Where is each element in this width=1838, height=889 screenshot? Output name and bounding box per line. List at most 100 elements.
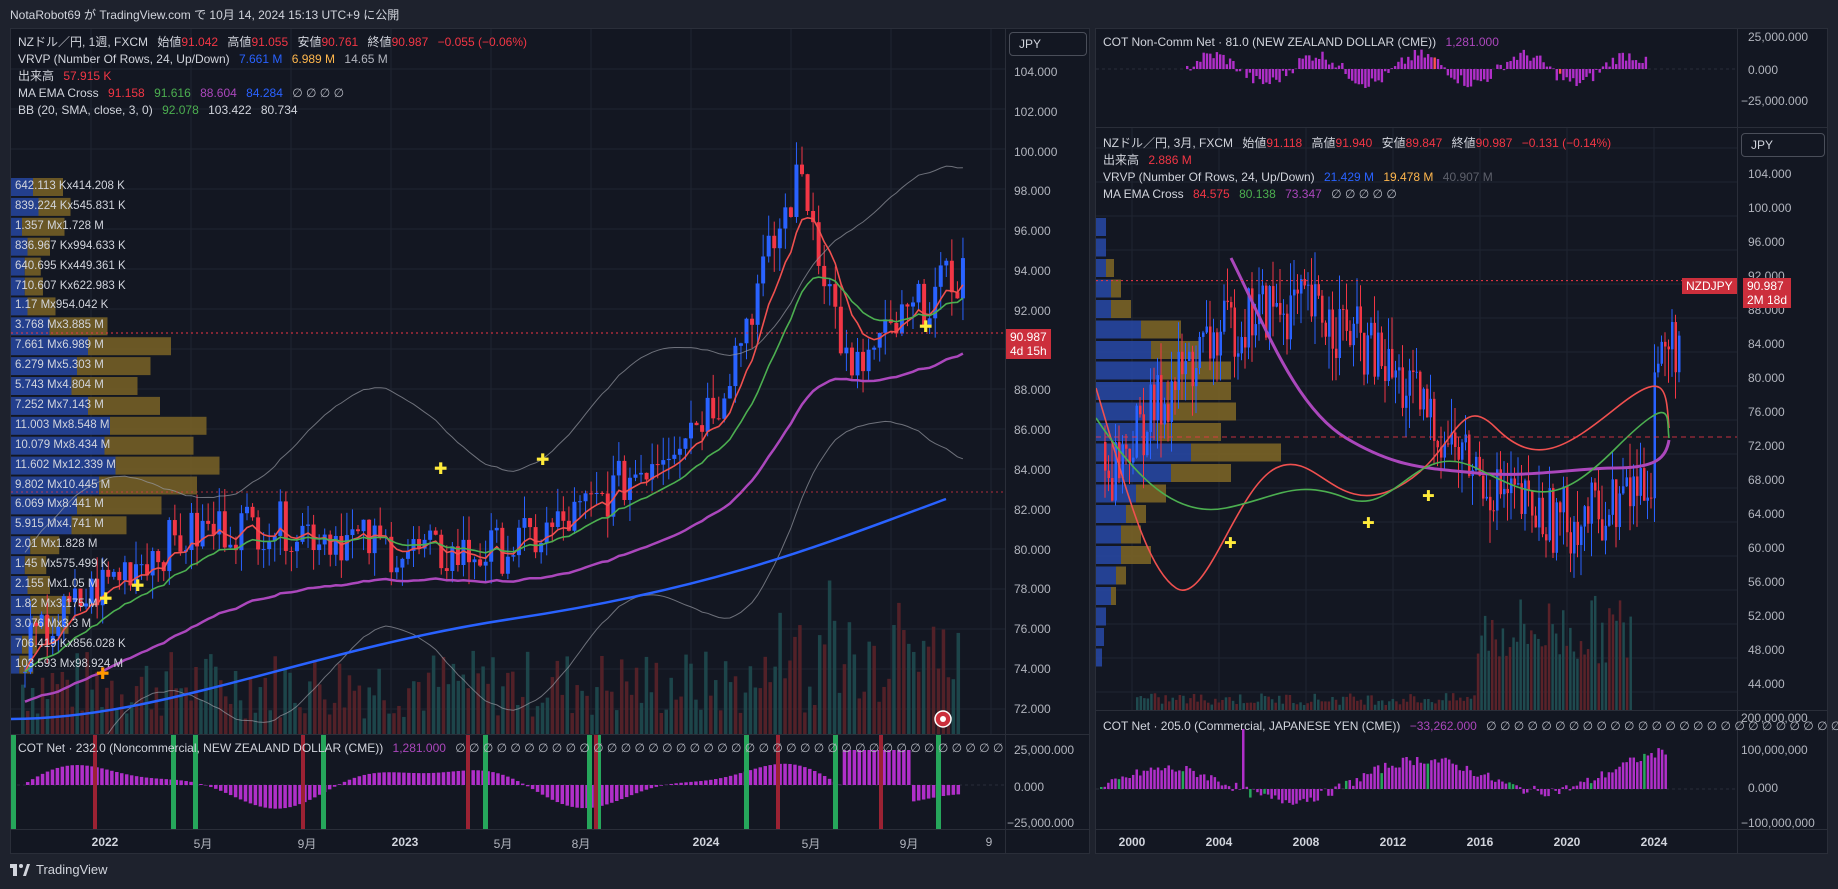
symbol-title[interactable]: NZドル／円, 3月, FXCM <box>1103 136 1234 150</box>
right-price-canvas[interactable]: ✚ ✚ ✚ <box>1096 128 1737 710</box>
right-chart-pane[interactable]: ✚ ✚ ✚ 25,000.000 0.000 −25,000.000 JPY 104… <box>1095 28 1838 854</box>
cot-bar <box>1302 789 1305 799</box>
time-tick: 2020 <box>1553 835 1581 849</box>
right-time-axis[interactable]: 2000 2004 2008 2012 2016 2020 2024 <box>1096 830 1737 854</box>
volume-profile-up-bar <box>11 436 105 455</box>
symbol-price-tag: NZDJPY <box>1682 278 1737 294</box>
candle-body <box>472 559 477 563</box>
cot-bar <box>1270 789 1273 799</box>
cot-bar <box>1393 66 1397 69</box>
volume-bar <box>679 696 683 734</box>
cot-bar <box>1565 785 1568 789</box>
cot-bar <box>1139 775 1142 789</box>
volume-bar <box>813 704 817 734</box>
volume-profile-up-bar <box>1096 566 1116 585</box>
volume-bar <box>595 687 599 734</box>
candle-body <box>899 304 904 334</box>
left-time-axis[interactable]: 2022 5月 9月 2023 5月 8月 2024 5月 9月 9 <box>11 830 1005 854</box>
cot-bar <box>1522 789 1525 794</box>
candle-body <box>555 511 560 527</box>
ma-row[interactable]: MA EMA Cross 91.158 91.616 88.604 84.284… <box>18 85 533 102</box>
volume-bar <box>605 690 609 734</box>
candle-body <box>916 283 921 303</box>
cot-bar <box>100 768 104 785</box>
cot-bar <box>1562 69 1565 81</box>
volume-profile-down-bar <box>77 357 151 376</box>
cot-bar <box>1291 789 1295 805</box>
candle-body <box>566 520 571 531</box>
cot-bar <box>199 784 203 785</box>
right-cot-top-canvas[interactable] <box>1096 29 1737 127</box>
cot-bar <box>550 785 555 800</box>
candle-body <box>1107 470 1110 479</box>
cot-bar <box>1355 778 1359 789</box>
footer-branding[interactable]: TradingView <box>10 862 108 877</box>
cot-bar <box>1288 69 1291 71</box>
volume-bar <box>21 684 25 734</box>
price-tick: 96.000 <box>1748 235 1785 249</box>
time-tick: 5月 <box>493 837 513 851</box>
volume-row[interactable]: 出来高 2.886 M <box>1103 152 1617 169</box>
cot-bar <box>1314 57 1318 69</box>
volume-row[interactable]: 出来高 57.915 K <box>18 68 533 85</box>
cot-bar <box>619 785 624 800</box>
volume-bar <box>268 710 272 734</box>
currency-selector[interactable]: JPY <box>1009 32 1087 56</box>
candle-body <box>1450 432 1453 445</box>
cot-bar <box>1502 69 1506 71</box>
volume-bar <box>748 666 753 734</box>
cot-bar <box>1205 53 1209 69</box>
cot-bar <box>1110 779 1114 789</box>
vrvp-row[interactable]: VRVP (Number Of Rows, 24, Up/Down) 7.661… <box>18 51 533 68</box>
right-cot-bottom[interactable] <box>1096 711 1737 829</box>
candle-body <box>1118 442 1121 479</box>
candle-body <box>23 671 27 673</box>
left-price-canvas[interactable]: ✚ ✚ ✚ ✚ ✚ ✚ <box>11 29 1005 734</box>
vrvp-row[interactable]: VRVP (Number Of Rows, 24, Up/Down) 21.42… <box>1103 169 1617 186</box>
candle-body <box>722 398 727 419</box>
cot-bar <box>1605 62 1608 69</box>
candle-body <box>1412 370 1415 372</box>
bb-basis: 92.078 <box>162 103 199 117</box>
left-chart-pane[interactable]: ✚ ✚ ✚ ✚ ✚ ✚ JPY 104.000 102.000 100.000 98.000 96… <box>10 28 1090 854</box>
cot-bar <box>1476 776 1479 789</box>
right-main-chart[interactable]: ✚ ✚ ✚ <box>1096 128 1737 710</box>
candle-body <box>528 518 533 528</box>
volume-bar <box>723 661 728 734</box>
cot-bar <box>501 774 505 785</box>
volume-bar <box>659 712 664 734</box>
cot-bar <box>1199 61 1202 69</box>
cot-bar <box>1579 781 1582 789</box>
volume-bar <box>486 683 490 734</box>
left-main-chart[interactable]: ✚ ✚ ✚ ✚ ✚ ✚ <box>11 29 1005 734</box>
volume-bar <box>1558 654 1561 710</box>
volume-bar <box>1590 600 1593 710</box>
cot-bar <box>1131 774 1135 789</box>
volume-bar <box>397 705 401 734</box>
volume-bar <box>946 677 951 734</box>
symbol-title[interactable]: NZドル／円, 1週, FXCM <box>18 35 149 49</box>
volume-profile-up-bar <box>1096 218 1106 236</box>
currency-selector[interactable]: JPY <box>1741 133 1825 157</box>
right-price-axis[interactable]: 25,000.000 0.000 −25,000.000 JPY 104.000… <box>1737 29 1827 853</box>
volume-bar <box>619 659 624 734</box>
cot-bar <box>956 785 961 795</box>
cot-bar <box>1252 789 1256 790</box>
volume-bar <box>1505 655 1508 710</box>
ma1-value: 84.575 <box>1193 187 1230 201</box>
cot-bar <box>1360 69 1364 85</box>
cot-bar <box>1171 769 1174 789</box>
left-price-axis[interactable]: JPY 104.000 102.000 100.000 98.000 96.000 94.… <box>1005 29 1089 853</box>
left-cot-canvas[interactable] <box>11 735 1005 829</box>
cot-bar <box>506 776 510 785</box>
volume-profile-down-bar <box>104 436 194 455</box>
right-cot-top[interactable] <box>1096 29 1737 127</box>
bb-row[interactable]: BB (20, SMA, close, 3, 0) 92.078 103.422… <box>18 102 533 119</box>
right-cot-bottom-canvas[interactable] <box>1096 711 1737 829</box>
ma-row[interactable]: MA EMA Cross 84.575 80.138 73.347 ∅ ∅ ∅ … <box>1103 186 1617 203</box>
volume-bar <box>1522 623 1526 710</box>
cot-bar <box>1188 768 1192 789</box>
volume-bar <box>1398 704 1402 710</box>
left-cot-pane[interactable] <box>11 735 1005 829</box>
cot-bar <box>897 750 901 785</box>
